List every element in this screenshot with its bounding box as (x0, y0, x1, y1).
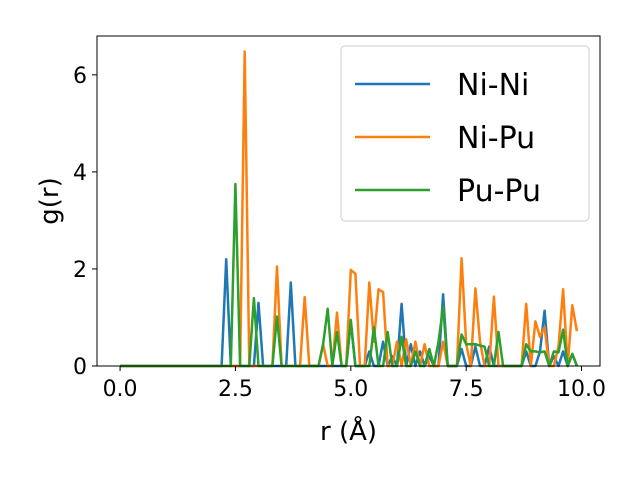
legend-label: Ni-Pu (457, 121, 535, 156)
y-axis-label: g(r) (35, 177, 65, 224)
plot-frame (96, 35, 601, 367)
legend-box (340, 45, 590, 222)
legend-label: Ni-Ni (457, 68, 529, 103)
y-tick-label: 2 (73, 258, 87, 283)
y-axis: 0 2 4 6 (73, 64, 97, 380)
legend: Ni-Ni Ni-Pu Pu-Pu (340, 45, 590, 222)
x-axis-label: r (Å) (320, 415, 377, 447)
x-tick-label: 2.5 (218, 377, 253, 402)
x-axis: 0.0 2.5 5.0 7.5 10.0 (103, 366, 606, 402)
y-tick-label: 6 (73, 64, 87, 89)
x-tick-label: 10.0 (557, 377, 606, 402)
y-tick-label: 0 (73, 355, 87, 380)
legend-label: Pu-Pu (457, 174, 541, 209)
y-tick-label: 4 (73, 161, 87, 186)
series-line-pu-pu (120, 182, 579, 368)
x-tick-label: 7.5 (449, 377, 484, 402)
x-tick-label: 5.0 (333, 377, 368, 402)
x-tick-label: 0.0 (103, 377, 138, 402)
